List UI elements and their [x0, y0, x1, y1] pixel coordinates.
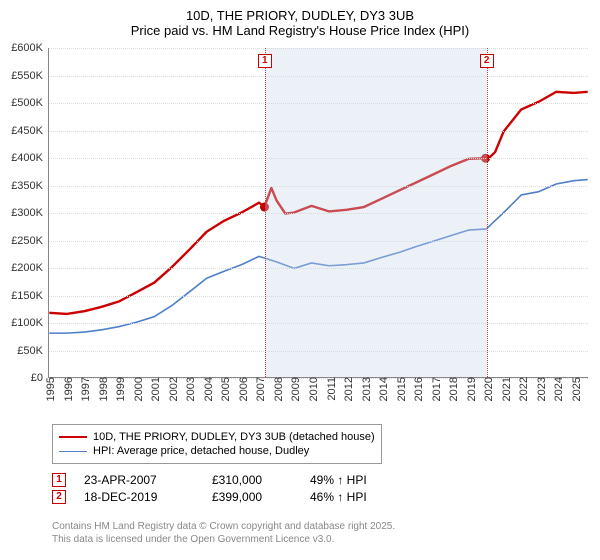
x-tick-label: 2004: [203, 377, 215, 401]
x-tick-label: 2008: [273, 377, 285, 401]
chart-title-line1: 10D, THE PRIORY, DUDLEY, DY3 3UB: [0, 0, 600, 23]
y-tick-label: £200K: [11, 262, 49, 274]
x-tick-label: 2006: [238, 377, 250, 401]
legend-swatch: [59, 436, 87, 438]
x-tick-label: 2019: [466, 377, 478, 401]
x-tick-label: 1997: [80, 377, 92, 401]
y-tick-label: £400K: [11, 152, 49, 164]
x-tick-label: 2023: [536, 377, 548, 401]
sales-row-price: £310,000: [212, 473, 292, 487]
chart-container: 10D, THE PRIORY, DUDLEY, DY3 3UB Price p…: [0, 0, 600, 560]
x-tick-label: 2000: [133, 377, 145, 401]
x-tick-label: 1996: [63, 377, 75, 401]
sale-vline: [265, 48, 266, 377]
footnote: Contains HM Land Registry data © Crown c…: [52, 520, 395, 546]
x-tick-label: 1999: [115, 377, 127, 401]
legend-row: 10D, THE PRIORY, DUDLEY, DY3 3UB (detach…: [59, 431, 375, 443]
sale-vline: [487, 48, 488, 377]
legend-label: 10D, THE PRIORY, DUDLEY, DY3 3UB (detach…: [93, 431, 375, 443]
x-tick-label: 2024: [553, 377, 565, 401]
x-tick-label: 1998: [98, 377, 110, 401]
legend-swatch: [59, 451, 87, 452]
x-tick-label: 2002: [168, 377, 180, 401]
x-tick-label: 1995: [45, 377, 57, 401]
sale-marker-box: 2: [480, 54, 494, 68]
x-tick-label: 2010: [308, 377, 320, 401]
legend-box: 10D, THE PRIORY, DUDLEY, DY3 3UB (detach…: [52, 424, 382, 464]
sales-row: 1 23-APR-2007 £310,000 49% ↑ HPI: [52, 473, 410, 487]
y-tick-label: £50K: [17, 345, 49, 357]
x-tick-label: 2018: [448, 377, 460, 401]
y-tick-label: £150K: [11, 290, 49, 302]
legend-row: HPI: Average price, detached house, Dudl…: [59, 445, 375, 457]
y-tick-label: £600K: [11, 42, 49, 54]
sales-row-date: 18-DEC-2019: [84, 490, 194, 504]
x-tick-label: 2014: [378, 377, 390, 401]
x-tick-label: 2009: [290, 377, 302, 401]
y-tick-label: £300K: [11, 207, 49, 219]
x-tick-label: 2020: [483, 377, 495, 401]
sales-row-price: £399,000: [212, 490, 292, 504]
x-tick-label: 2016: [413, 377, 425, 401]
x-tick-label: 2022: [518, 377, 530, 401]
shaded-period: [265, 48, 487, 377]
y-tick-label: £250K: [11, 235, 49, 247]
sales-row: 2 18-DEC-2019 £399,000 46% ↑ HPI: [52, 490, 410, 504]
sale-marker-box: 1: [258, 54, 272, 68]
plot-area: £0£50K£100K£150K£200K£250K£300K£350K£400…: [48, 48, 588, 378]
chart-title-line2: Price paid vs. HM Land Registry's House …: [0, 23, 600, 44]
sales-row-diff: 46% ↑ HPI: [310, 490, 410, 504]
footnote-line2: This data is licensed under the Open Gov…: [52, 533, 395, 546]
x-tick-label: 2005: [220, 377, 232, 401]
x-tick-label: 2007: [255, 377, 267, 401]
x-tick-label: 2021: [501, 377, 513, 401]
x-tick-label: 2017: [431, 377, 443, 401]
y-tick-label: £100K: [11, 317, 49, 329]
x-tick-label: 2025: [571, 377, 583, 401]
legend-label: HPI: Average price, detached house, Dudl…: [93, 445, 309, 457]
sales-table: 1 23-APR-2007 £310,000 49% ↑ HPI 2 18-DEC-201…: [52, 470, 410, 507]
y-tick-label: £500K: [11, 97, 49, 109]
footnote-line1: Contains HM Land Registry data © Crown c…: [52, 520, 395, 533]
x-tick-label: 2011: [326, 377, 338, 401]
sales-row-marker: 1: [52, 473, 66, 487]
sales-row-diff: 49% ↑ HPI: [310, 473, 410, 487]
sales-row-date: 23-APR-2007: [84, 473, 194, 487]
x-tick-label: 2013: [361, 377, 373, 401]
x-tick-label: 2015: [396, 377, 408, 401]
sales-row-marker: 2: [52, 490, 66, 504]
x-tick-label: 2012: [343, 377, 355, 401]
y-tick-label: £450K: [11, 125, 49, 137]
x-tick-label: 2003: [185, 377, 197, 401]
x-tick-label: 2001: [150, 377, 162, 401]
y-tick-label: £550K: [11, 70, 49, 82]
y-tick-label: £350K: [11, 180, 49, 192]
